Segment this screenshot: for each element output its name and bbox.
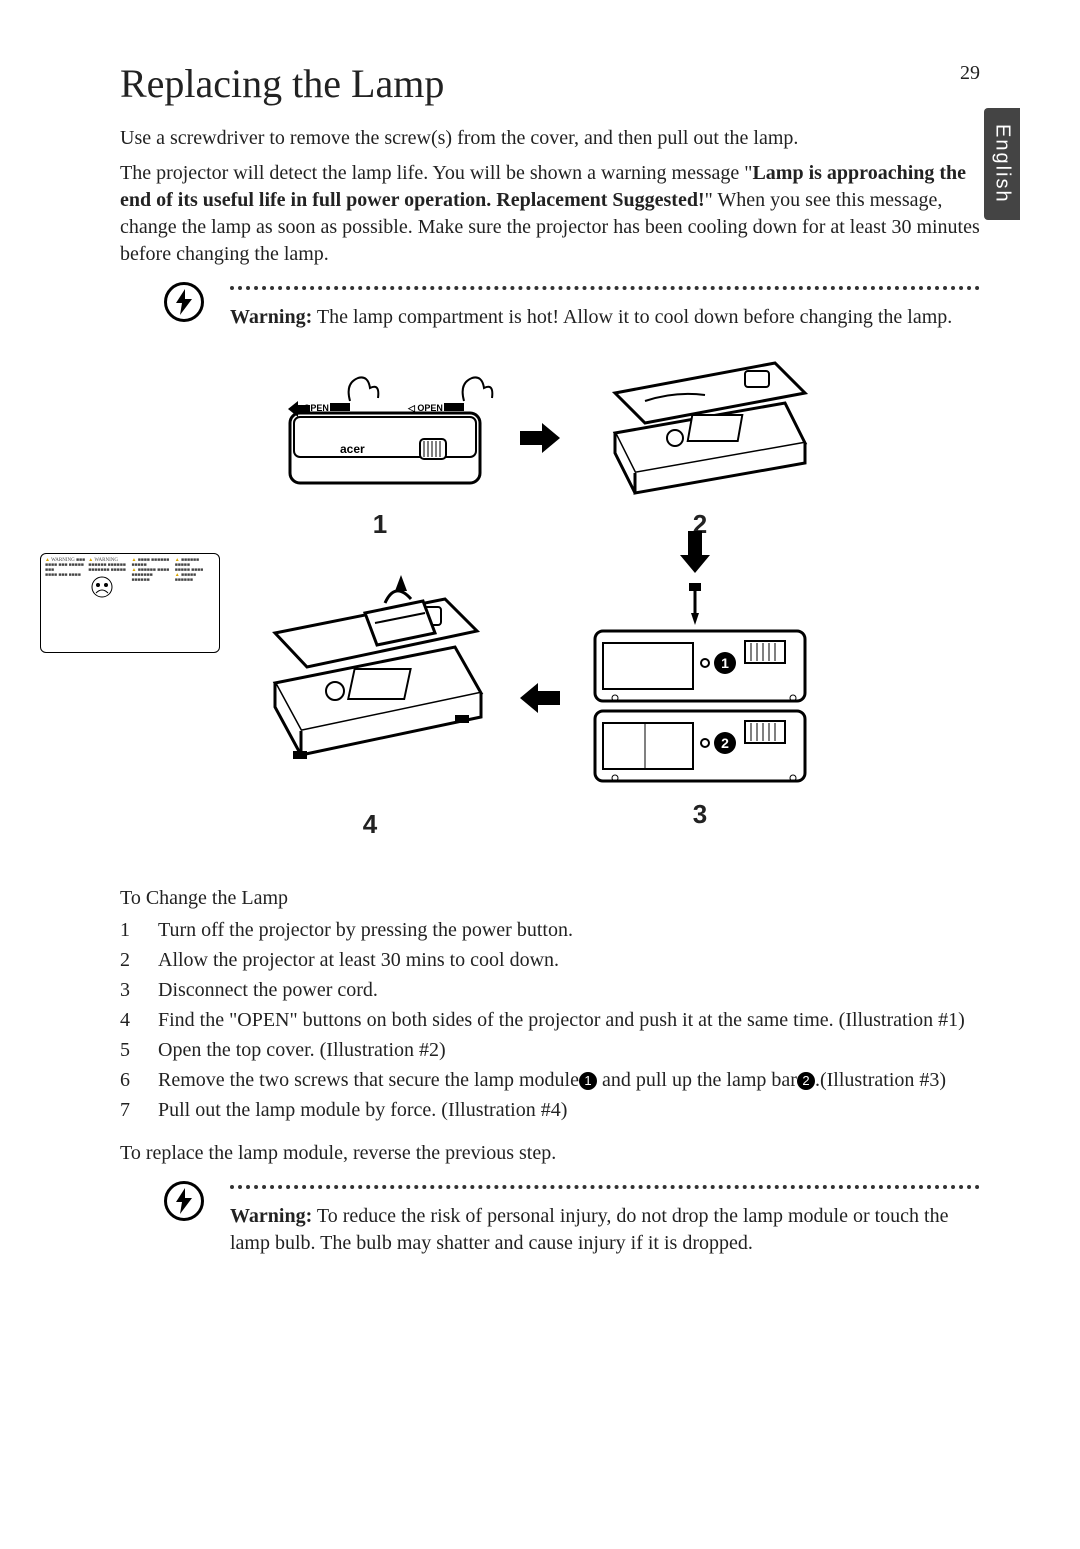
steps-heading: To Change the Lamp [120, 887, 980, 910]
warning-icon-wrap [164, 1181, 212, 1221]
diagram-3-svg: 1 2 [575, 583, 825, 793]
language-tab: English [984, 108, 1020, 220]
steps-list: 1Turn off the projector by pressing the … [120, 916, 980, 1124]
lightning-icon [164, 282, 204, 322]
arrow-left-icon [520, 683, 560, 713]
diagram-1-label: 1 [373, 509, 387, 540]
step-num: 7 [120, 1096, 158, 1124]
step-row: 5Open the top cover. (Illustration #2) [120, 1036, 980, 1064]
callout-1-icon: 1 [579, 1072, 597, 1090]
warning-2-content: To reduce the risk of personal injury, d… [230, 1205, 948, 1254]
warning-1-label: Warning: [230, 306, 312, 328]
svg-text:acer: acer [340, 442, 365, 456]
step6-b: and pull up the lamp bar [597, 1069, 797, 1091]
step6-a: Remove the two screws that secure the la… [158, 1069, 579, 1091]
warning-icon-wrap [164, 282, 212, 322]
manual-page: 29 English Replacing the Lamp Use a scre… [0, 0, 1080, 1549]
warning-1-text: Warning: The lamp compartment is hot! Al… [230, 304, 980, 331]
step-text: Find the "OPEN" buttons on both sides of… [158, 1006, 980, 1034]
step-row: 4Find the "OPEN" buttons on both sides o… [120, 1006, 980, 1034]
step-text: Allow the projector at least 30 mins to … [158, 946, 980, 974]
warning-1-content: The lamp compartment is hot! Allow it to… [312, 306, 952, 328]
diagram-4-svg [225, 573, 515, 803]
step-text: Open the top cover. (Illustration #2) [158, 1036, 980, 1064]
dotted-rule [230, 1185, 980, 1189]
warning-block-2: Warning: To reduce the risk of personal … [164, 1181, 980, 1257]
lightning-icon [164, 1181, 204, 1221]
diagram-2: 2 [570, 343, 830, 540]
warning-body-1: Warning: The lamp compartment is hot! Al… [212, 282, 980, 331]
warning-sticker: ▲ WARNING ■■■ ■■■■ ■■■ ■■■■■ ■■■■■■■ ■■■… [40, 553, 220, 653]
diagram-2-svg [575, 343, 825, 503]
diagram-3-label: 3 [693, 799, 707, 830]
step-row: 1Turn off the projector by pressing the … [120, 916, 980, 944]
language-tab-label: English [991, 124, 1014, 204]
callout-2-icon: 2 [797, 1072, 815, 1090]
diagram-area: ▲ WARNING ■■■ ■■■■ ■■■ ■■■■■ ■■■■■■■ ■■■… [120, 343, 980, 863]
step-text: Pull out the lamp module by force. (Illu… [158, 1096, 980, 1124]
svg-text:◁ OPEN: ◁ OPEN [407, 403, 443, 413]
page-title: Replacing the Lamp [120, 60, 980, 107]
step-num: 4 [120, 1006, 158, 1034]
diagram-3: 1 2 3 [570, 583, 830, 830]
diagram-4-label: 4 [363, 809, 377, 840]
arrow-right-icon [520, 423, 560, 453]
step6-c: .(Illustration #3) [815, 1069, 946, 1091]
dotted-rule [230, 286, 980, 290]
step-num: 5 [120, 1036, 158, 1064]
step-num: 1 [120, 916, 158, 944]
intro-paragraph-1: Use a screwdriver to remove the screw(s)… [120, 125, 980, 152]
warning-block-1: Warning: The lamp compartment is hot! Al… [164, 282, 980, 331]
closing-paragraph: To replace the lamp module, reverse the … [120, 1140, 980, 1167]
arrow-down-icon [680, 531, 710, 573]
warning-2-label: Warning: [230, 1205, 312, 1227]
intro-p2-lead: The projector will detect the lamp life.… [120, 162, 752, 184]
warning-2-text: Warning: To reduce the risk of personal … [230, 1203, 980, 1257]
step-num: 3 [120, 976, 158, 1004]
step-row: 2Allow the projector at least 30 mins to… [120, 946, 980, 974]
step-num: 6 [120, 1066, 158, 1094]
svg-text:2: 2 [721, 735, 729, 751]
step-text: Disconnect the power cord. [158, 976, 980, 1004]
step-text: Remove the two screws that secure the la… [158, 1066, 980, 1094]
diagram-1-svg: acer ◁ OPEN ◁ OPEN [250, 343, 510, 503]
svg-text:1: 1 [721, 655, 729, 671]
diagram-4: 4 [220, 573, 520, 840]
intro-paragraph-2: The projector will detect the lamp life.… [120, 160, 980, 268]
diagram-1: acer ◁ OPEN ◁ OPEN 1 [240, 343, 520, 540]
step-row: 7Pull out the lamp module by force. (Ill… [120, 1096, 980, 1124]
page-number: 29 [960, 62, 980, 85]
step-row: 3Disconnect the power cord. [120, 976, 980, 1004]
step-row-6: 6 Remove the two screws that secure the … [120, 1066, 980, 1094]
step-text: Turn off the projector by pressing the p… [158, 916, 980, 944]
step-num: 2 [120, 946, 158, 974]
warning-body-2: Warning: To reduce the risk of personal … [212, 1181, 980, 1257]
